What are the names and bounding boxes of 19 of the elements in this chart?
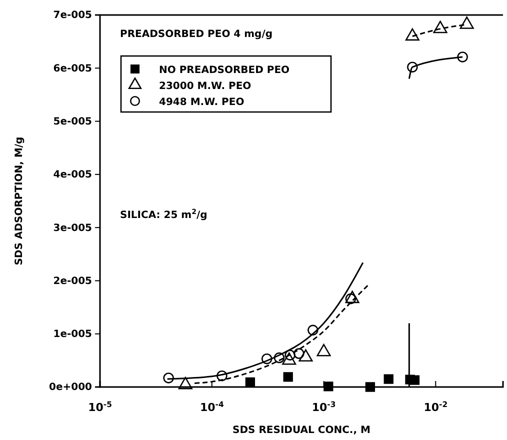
- annotation: SILICA: 25 m$^{2}$/g: [120, 208, 208, 221]
- x-axis-title: SDS RESIDUAL CONC., M: [232, 425, 371, 436]
- y-tick-label: 6e-005: [53, 63, 92, 74]
- y-axis-title: SDS ADSORPTION, M/g: [14, 136, 25, 266]
- x-tick-label: 10$^{-5}$: [88, 400, 112, 414]
- y-tick-label: 2e-005: [53, 276, 92, 287]
- y-tick-label: 1e-005: [53, 329, 92, 340]
- x-tick-label: 10$^{-4}$: [200, 400, 224, 414]
- y-tick-label: 4e-005: [53, 170, 92, 181]
- y-tick-label: 5e-005: [53, 116, 92, 128]
- y-tick-label: 3e-005: [53, 222, 92, 234]
- x-tick-label: 10$^{-3}$: [312, 400, 336, 414]
- legend-label: 23000 M.W. PEO: [159, 81, 252, 92]
- x-tick-label: 10$^{-2}$: [424, 400, 448, 414]
- y-tick-label: 0e+000: [49, 382, 92, 394]
- y-tick-label: 7e-005: [53, 10, 92, 22]
- annotation: PREADSORBED PEO 4 mg/g: [120, 29, 273, 40]
- legend-label: NO PREADSORBED PEO: [159, 65, 290, 76]
- legend-label: 4948 M.W. PEO: [159, 97, 244, 108]
